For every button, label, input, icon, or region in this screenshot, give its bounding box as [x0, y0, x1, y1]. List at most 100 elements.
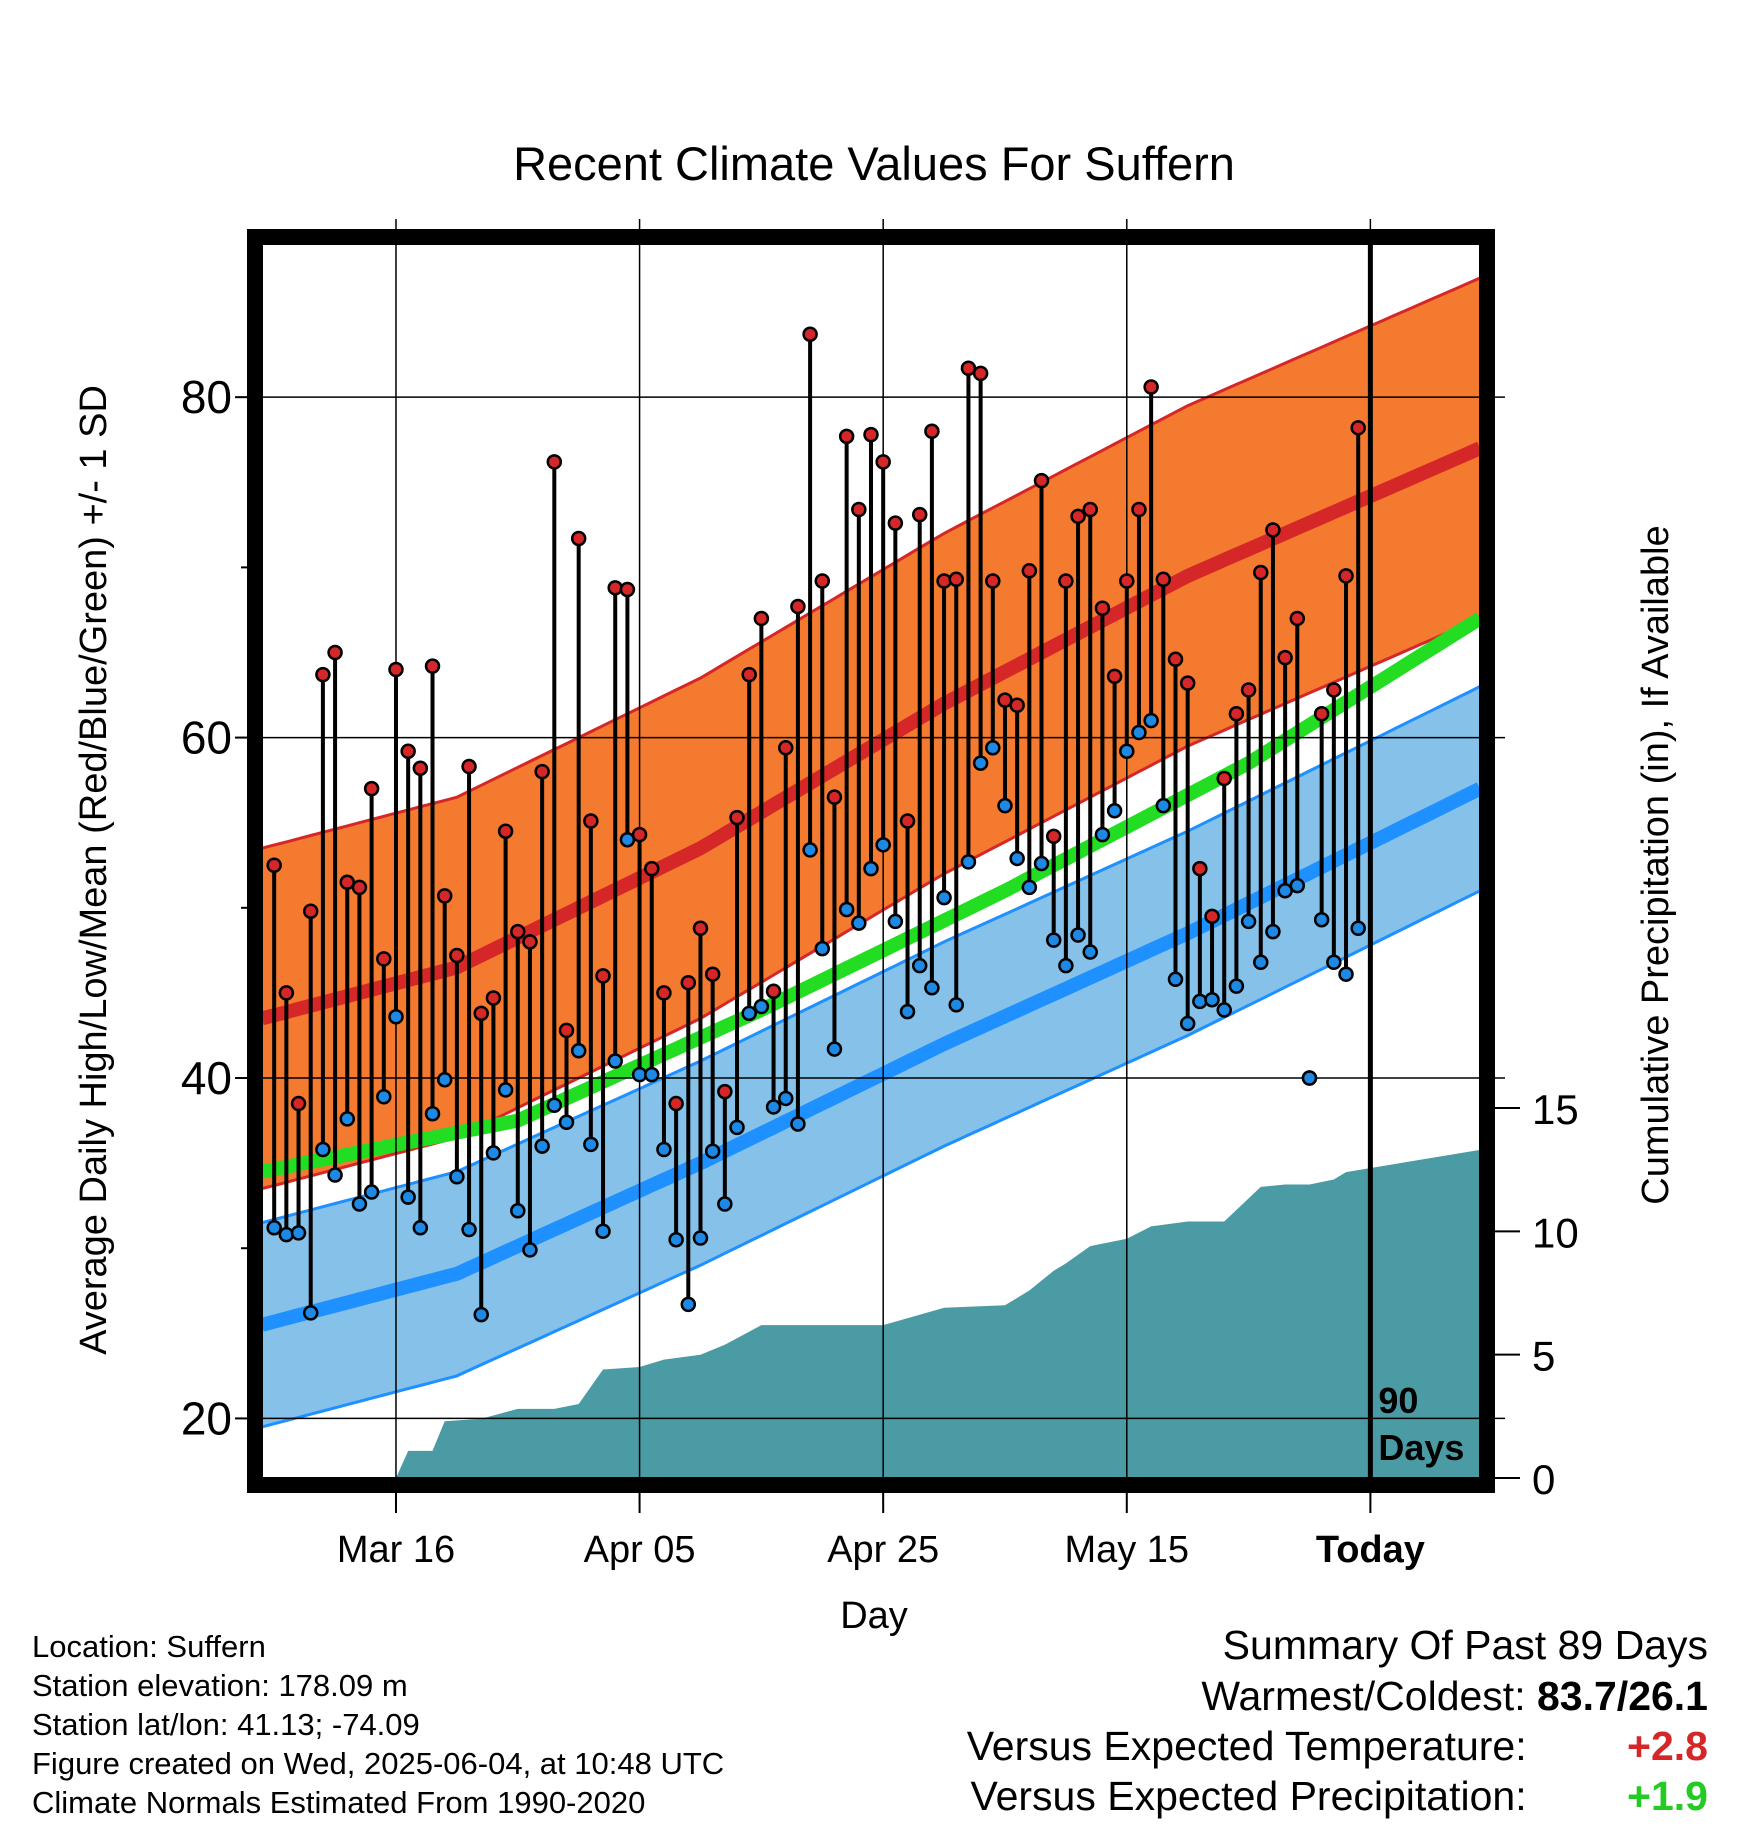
daily-high-point	[315, 666, 331, 683]
today-annotation-days: Days	[1378, 1427, 1464, 1468]
daily-low-point	[960, 854, 977, 870]
daily-high-point	[1058, 573, 1074, 589]
right-tick-label: 10	[1532, 1209, 1579, 1256]
y-axis-label-right: Cumulative Precipitation (in), If Availa…	[1635, 525, 1677, 1204]
daily-low-point	[1009, 850, 1025, 867]
daily-low-point	[1021, 879, 1038, 896]
daily-low-point	[1119, 743, 1135, 759]
daily-high-point	[1179, 675, 1196, 691]
daily-high-point	[1009, 697, 1025, 714]
summary-warm-cold-value: 83.7/26.1	[1537, 1673, 1708, 1719]
daily-high-point	[1155, 571, 1172, 588]
daily-low-point	[412, 1220, 429, 1236]
summary-temp-label: Versus Expected Temperature:	[966, 1723, 1527, 1769]
daily-low-point	[899, 1003, 916, 1020]
daily-high-point	[595, 968, 611, 984]
daily-low-point	[997, 797, 1013, 814]
daily-low-point	[1155, 797, 1172, 814]
daily-high-point	[1253, 564, 1269, 581]
daily-high-point	[558, 1022, 575, 1039]
daily-low-point	[802, 842, 818, 858]
daily-low-point	[339, 1111, 356, 1127]
daily-low-point	[1228, 978, 1245, 994]
daily-low-point	[363, 1184, 380, 1200]
daily-low-point	[851, 915, 867, 931]
daily-low-point	[972, 755, 989, 771]
daily-low-point	[1131, 724, 1147, 741]
daily-high-point	[899, 813, 916, 829]
daily-low-point	[302, 1305, 319, 1321]
daily-low-point	[1313, 911, 1330, 928]
daily-low-point	[266, 1220, 282, 1236]
summary-temp-row: Versus Expected Temperature: +2.8	[967, 1723, 1708, 1770]
daily-high-point	[741, 666, 757, 683]
daily-high-point	[1045, 828, 1062, 845]
daily-low-point	[1179, 1015, 1196, 1032]
daily-low-point	[692, 1230, 709, 1246]
daily-low-point	[583, 1136, 599, 1153]
normal-low-upper-edge	[262, 685, 1480, 1225]
daily-high-point	[461, 758, 477, 775]
daily-low-point	[449, 1168, 465, 1185]
daily-high-point	[1070, 508, 1086, 525]
daily-high-point	[497, 823, 514, 839]
daily-low-point	[1216, 1002, 1232, 1018]
daily-low-point	[1204, 991, 1220, 1008]
daily-low-point	[765, 1099, 782, 1115]
daily-high-point	[777, 740, 794, 756]
summary-precip-row: Versus Expected Precipitation: +1.9	[971, 1773, 1709, 1820]
daily-low-point	[1240, 913, 1257, 930]
daily-high-point	[826, 789, 843, 805]
daily-low-point	[668, 1231, 684, 1248]
daily-high-point	[290, 1095, 307, 1112]
daily-high-point	[802, 326, 818, 342]
daily-low-point	[607, 1053, 623, 1069]
daily-high-point	[729, 809, 745, 826]
daily-high-point	[851, 501, 867, 518]
daily-high-point	[1265, 522, 1281, 538]
daily-high-point	[351, 879, 368, 896]
daily-low-point	[1143, 712, 1159, 729]
daily-low-point	[1289, 877, 1306, 894]
daily-high-point	[570, 530, 587, 547]
daily-high-point	[765, 983, 782, 999]
daily-low-point	[351, 1196, 368, 1212]
daily-low-point	[497, 1082, 514, 1098]
summary-temp-value: +2.8	[1627, 1723, 1708, 1769]
daily-low-point	[1058, 957, 1074, 974]
daily-high-point	[412, 760, 429, 776]
plot-area: 20 40 60 80 Mar 16 Apr 05 Apr 25 May 15 Today 0 5 1…	[181, 219, 1579, 1571]
right-tick-label: 0	[1532, 1456, 1555, 1503]
footer-normals: Climate Normals Estimated From 1990-2020	[32, 1785, 646, 1820]
daily-high-point	[1228, 706, 1245, 722]
today-annotation-number: 90	[1378, 1380, 1418, 1421]
daily-low-point	[522, 1242, 538, 1258]
daily-low-point	[485, 1145, 502, 1161]
daily-high-point	[1106, 668, 1123, 685]
daily-high-point	[1313, 706, 1330, 722]
daily-low-point	[1192, 993, 1208, 1010]
daily-high-point	[692, 920, 709, 936]
observations-group	[266, 326, 1366, 1323]
daily-low-point	[461, 1221, 477, 1238]
daily-low-point	[558, 1114, 575, 1131]
daily-low-point	[887, 913, 904, 930]
daily-low-point	[546, 1097, 563, 1113]
daily-low-point	[1350, 920, 1366, 936]
daily-high-point	[583, 813, 599, 829]
daily-high-point	[278, 985, 295, 1001]
y-axis-label-left: Average Daily High/Low/Mean (Red/Blue/Gr…	[73, 385, 115, 1355]
daily-high-point	[1326, 682, 1342, 698]
daily-low-point	[534, 1138, 550, 1154]
daily-high-point	[1094, 600, 1111, 616]
daily-low-point	[436, 1071, 453, 1088]
daily-low-point	[510, 1203, 526, 1219]
daily-high-point	[522, 934, 538, 950]
left-tick-label: 40	[181, 1052, 232, 1104]
footer-latlon: Station lat/lon: 41.13; -74.09	[32, 1707, 420, 1742]
summary-title: Summary Of Past 89 Days	[1222, 1622, 1708, 1668]
daily-high-point	[1338, 568, 1354, 584]
x-axis-label: Day	[840, 1595, 908, 1637]
summary-warm-cold-row: Warmest/Coldest: 83.7/26.1	[1201, 1673, 1708, 1720]
daily-low-point	[1082, 944, 1098, 960]
